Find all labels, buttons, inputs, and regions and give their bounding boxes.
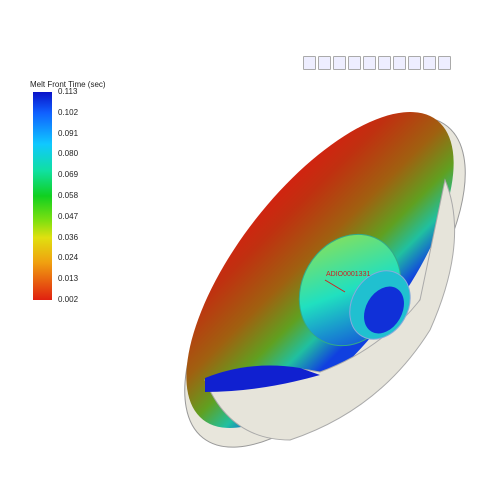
legend-label: 0.058 [58, 191, 79, 200]
legend-label: 0.047 [58, 211, 79, 221]
annotation: ADIO0001331 [326, 271, 370, 278]
tool-button[interactable] [363, 56, 376, 70]
part: ADIO0001331 [184, 111, 466, 448]
annotation-arrow [324, 279, 346, 293]
tool-button[interactable] [408, 56, 421, 70]
legend-label: 0.102 [58, 107, 79, 117]
legend-label: 0.069 [58, 170, 79, 180]
tool-button[interactable] [318, 56, 331, 70]
tool-button[interactable] [303, 56, 316, 70]
legend-title: Melt Front Time (sec) [30, 80, 106, 89]
legend-label: 0.113 [58, 87, 78, 96]
legend-label: 0.002 [58, 295, 79, 304]
legend-label: 0.013 [58, 274, 79, 284]
legend-label: 0.024 [58, 253, 79, 263]
legend-label: 0.080 [58, 149, 79, 159]
tool-button[interactable] [423, 56, 436, 70]
tool-button[interactable] [348, 56, 361, 70]
tool-button[interactable] [393, 56, 406, 70]
color-bar [33, 92, 52, 300]
hub-bore [364, 286, 404, 334]
front-edge [205, 365, 320, 392]
legend-label: 0.091 [58, 128, 79, 138]
tool-button[interactable] [438, 56, 451, 70]
toolbar [303, 56, 451, 70]
tool-button[interactable] [333, 56, 346, 70]
tool-button[interactable] [378, 56, 391, 70]
legend-label: 0.036 [58, 232, 79, 242]
